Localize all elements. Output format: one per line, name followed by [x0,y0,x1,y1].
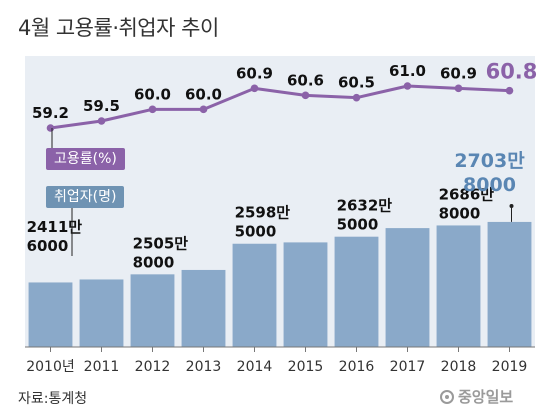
line-label-7: 61.0 [389,62,426,80]
line-label-9: 60.8 [486,60,538,84]
x-tick-label-9: 2019 [492,359,528,375]
line-label-2: 60.0 [134,85,171,103]
bar-label-9-line1: 2703만 [454,150,525,172]
bar-4 [232,243,277,347]
line-point-0 [46,124,55,132]
bar-label-6-line1: 2632만 [337,197,393,215]
line-label-1: 59.5 [83,97,120,115]
x-tick-label-5: 2015 [288,359,324,375]
x-tick-label-0: 2010년 [26,359,75,375]
line-label-3: 60.0 [185,85,222,103]
line-point-1 [97,117,106,125]
employment-rate-line [50,84,510,130]
legend-employment-rate: 고용률(%) [46,148,125,170]
bar-7 [385,228,430,347]
brand: 중앙일보 [440,386,513,407]
x-tick-label-2: 2012 [135,359,171,375]
line-point-8 [454,84,463,93]
bar-2 [130,274,175,347]
legend-employed: 취업자(명) [46,186,125,208]
bar-label-2-line1: 2505만 [133,234,189,252]
x-tick-label-6: 2016 [339,359,375,375]
chart-title: 4월 고용률·취업자 추이 [18,16,219,40]
line-label-6: 60.5 [338,74,375,92]
bar-label-8-line2: 8000 [439,204,481,222]
x-tick-label-1: 2011 [84,359,120,375]
brand-name: 중앙일보 [458,388,514,406]
x-tick-label-3: 2013 [186,359,222,375]
line-label-8: 60.9 [440,64,477,82]
bar-label-8-line1: 2686만 [439,185,495,203]
line-point-5 [301,91,310,100]
x-tick-label-4: 2014 [237,359,273,375]
line-point-3 [199,105,208,114]
source-note: 자료:통계청 [18,391,88,407]
x-tick-label-7: 2017 [390,359,426,375]
bar-label-2-line2: 8000 [133,253,175,271]
bar-9 [487,221,532,347]
line-point-6 [352,93,361,102]
bar-1 [79,279,124,347]
bar-6 [334,236,379,347]
bar-label-4-line2: 5000 [235,223,277,241]
x-tick-label-8: 2018 [441,359,477,375]
bar-label-9-leader-dot [509,204,514,208]
line-label-4: 60.9 [236,64,273,82]
bar-3 [181,269,226,347]
line-label-0: 59.2 [32,104,69,122]
line-label-5: 60.6 [287,71,324,89]
bar-0 [28,282,73,347]
bar-label-9-line2: 8000 [463,174,516,196]
bar-8 [436,225,481,347]
bar-5 [283,242,328,347]
bar-label-4-line1: 2598만 [235,204,291,222]
line-point-9 [505,86,514,95]
bar-label-6-line2: 5000 [337,216,379,234]
line-point-7 [403,82,412,90]
line-point-2 [148,105,157,114]
bar-label-0-line1: 2411만 [27,218,83,236]
brand-logo-icon [440,389,454,404]
line-point-4 [250,84,259,93]
bar-label-0-line2: 6000 [27,237,69,255]
